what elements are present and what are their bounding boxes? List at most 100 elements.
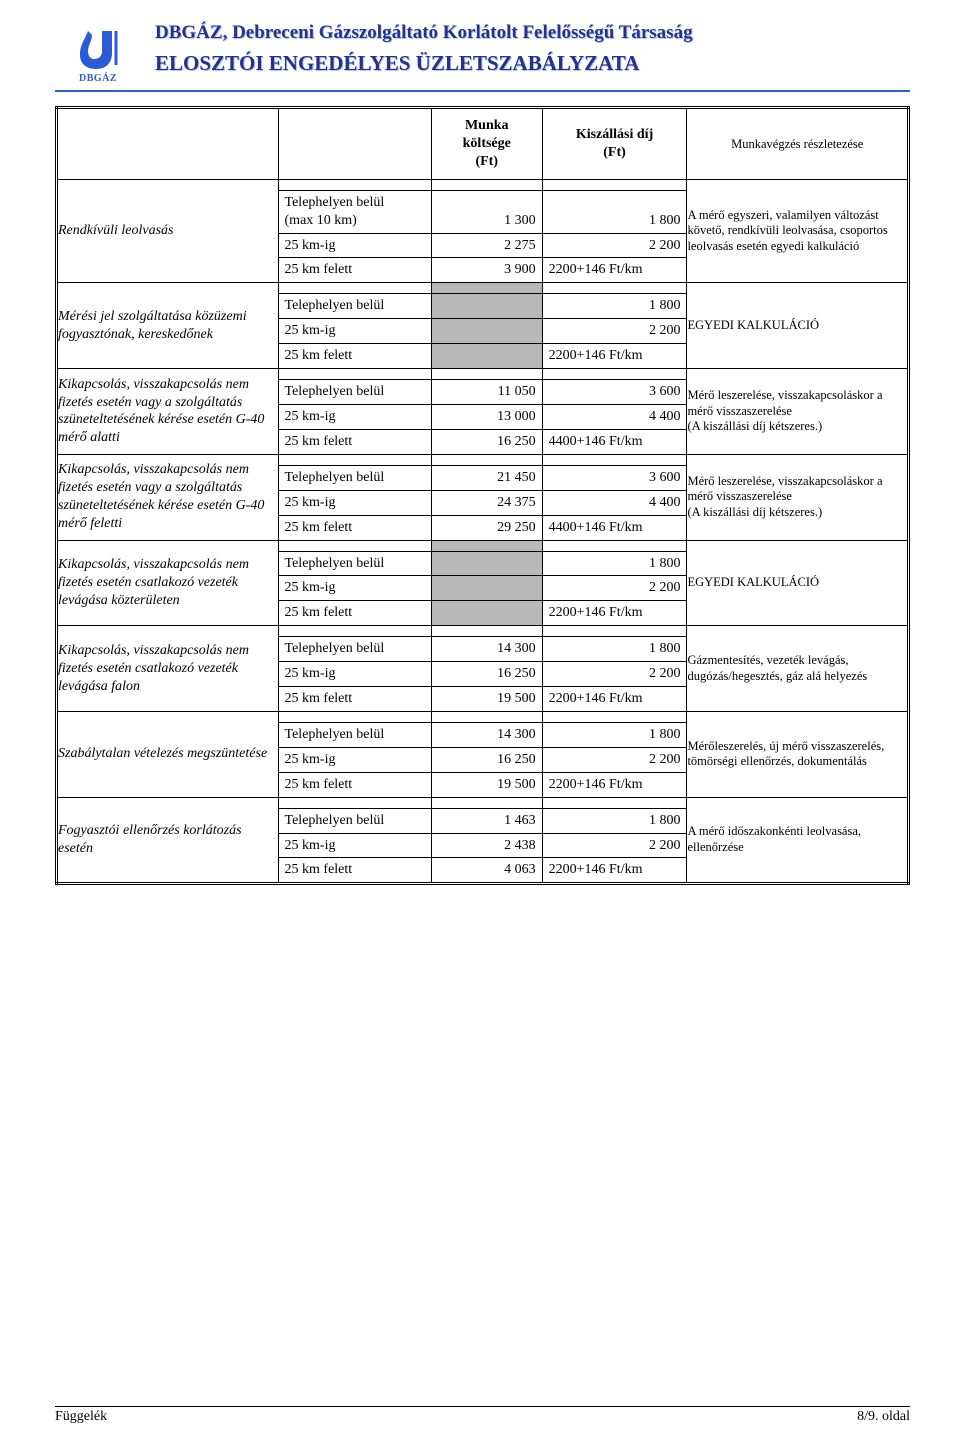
travel-cost: 2 200 (542, 833, 687, 858)
service-description: Szabálytalan vételezés megszüntetése (57, 711, 279, 797)
work-description: EGYEDI KALKULÁCIÓ (687, 283, 909, 369)
spacer-row: Rendkívüli leolvasásA mérő egyszeri, val… (57, 179, 909, 190)
work-cost: 11 050 (431, 380, 542, 405)
travel-cost: 3 600 (542, 380, 687, 405)
travel-cost: 1 800 (542, 551, 687, 576)
spacer-row: Kikapcsolás, visszakapcsolás nem fizetés… (57, 454, 909, 465)
work-cost (431, 576, 542, 601)
work-description: Mérőleszerelés, új mérő visszaszerelés, … (687, 711, 909, 797)
distance-label: Telephelyen belül (278, 294, 431, 319)
col-desc-header (57, 108, 279, 180)
header-text-block: DBGÁZ, Debreceni Gázszolgáltató Korlátol… (155, 20, 910, 76)
distance-label: 25 km felett (278, 772, 431, 797)
spacer-row: Fogyasztói ellenőrzés korlátozás eseténA… (57, 797, 909, 808)
work-description: Gázmentesítés, vezeték levágás, dugózás/… (687, 626, 909, 712)
company-logo: DBGÁZ (55, 20, 141, 84)
work-description: Mérő leszerelése, visszakapcsoláskor a m… (687, 369, 909, 455)
distance-label: Telephelyen belül (max 10 km) (278, 190, 431, 233)
table-header: Munka költsége (Ft) Kiszállási díj (Ft) … (57, 108, 909, 180)
logo-text: DBGÁZ (79, 73, 117, 84)
travel-cost: 1 800 (542, 722, 687, 747)
spacer-row: Szabálytalan vételezés megszüntetéseMérő… (57, 711, 909, 722)
distance-label: 25 km felett (278, 601, 431, 626)
distance-label: 25 km-ig (278, 662, 431, 687)
travel-cost: 2 200 (542, 747, 687, 772)
distance-label: 25 km felett (278, 515, 431, 540)
travel-cost: 2200+146 Ft/km (542, 344, 687, 369)
work-cost: 14 300 (431, 722, 542, 747)
travel-cost: 4400+146 Ft/km (542, 429, 687, 454)
work-cost: 3 900 (431, 258, 542, 283)
service-description: Kikapcsolás, visszakapcsolás nem fizetés… (57, 369, 279, 455)
travel-cost: 4 400 (542, 490, 687, 515)
work-cost: 29 250 (431, 515, 542, 540)
work-cost: 19 500 (431, 772, 542, 797)
col-munka-header: Munka költsége (Ft) (431, 108, 542, 180)
service-description: Rendkívüli leolvasás (57, 179, 279, 283)
service-description: Kikapcsolás, visszakapcsolás nem fizetés… (57, 626, 279, 712)
work-cost: 14 300 (431, 637, 542, 662)
travel-cost: 2200+146 Ft/km (542, 772, 687, 797)
travel-cost: 3 600 (542, 465, 687, 490)
travel-cost: 2 200 (542, 233, 687, 258)
distance-label: 25 km-ig (278, 747, 431, 772)
distance-label: Telephelyen belül (278, 722, 431, 747)
work-cost: 2 275 (431, 233, 542, 258)
travel-cost: 2200+146 Ft/km (542, 687, 687, 712)
document-subtitle: ELOSZTÓI ENGEDÉLYES ÜZLETSZABÁLYZATA (155, 51, 910, 76)
distance-label: 25 km-ig (278, 576, 431, 601)
distance-label: Telephelyen belül (278, 808, 431, 833)
work-cost (431, 344, 542, 369)
travel-cost: 1 800 (542, 294, 687, 319)
company-name: DBGÁZ, Debreceni Gázszolgáltató Korlátol… (155, 22, 910, 45)
distance-label: 25 km felett (278, 687, 431, 712)
travel-cost: 4400+146 Ft/km (542, 515, 687, 540)
content-area: Munka költsége (Ft) Kiszállási díj (Ft) … (55, 106, 910, 1398)
distance-label: 25 km-ig (278, 319, 431, 344)
travel-cost: 2 200 (542, 662, 687, 687)
work-cost: 1 300 (431, 190, 542, 233)
work-cost (431, 551, 542, 576)
work-cost: 19 500 (431, 687, 542, 712)
distance-label: 25 km-ig (278, 833, 431, 858)
footer-left: Függelék (55, 1409, 107, 1425)
work-cost: 4 063 (431, 858, 542, 884)
flame-b-icon (66, 27, 130, 71)
page-header: DBGÁZ DBGÁZ, Debreceni Gázszolgáltató Ko… (55, 20, 910, 92)
distance-label: Telephelyen belül (278, 551, 431, 576)
travel-cost: 1 800 (542, 808, 687, 833)
spacer-row: Mérési jel szolgáltatása közüzemi fogyas… (57, 283, 909, 294)
distance-label: Telephelyen belül (278, 465, 431, 490)
work-description: Mérő leszerelése, visszakapcsoláskor a m… (687, 454, 909, 540)
travel-cost: 4 400 (542, 404, 687, 429)
work-cost: 24 375 (431, 490, 542, 515)
table-body: Rendkívüli leolvasásA mérő egyszeri, val… (57, 179, 909, 884)
col-kisz-header: Kiszállási díj (Ft) (542, 108, 687, 180)
work-cost: 16 250 (431, 429, 542, 454)
work-cost (431, 601, 542, 626)
service-description: Fogyasztói ellenőrzés korlátozás esetén (57, 797, 279, 884)
travel-cost: 2200+146 Ft/km (542, 258, 687, 283)
pricing-table: Munka költsége (Ft) Kiszállási díj (Ft) … (55, 106, 910, 885)
travel-cost: 1 800 (542, 190, 687, 233)
distance-label: 25 km-ig (278, 404, 431, 429)
col-dist-header (278, 108, 431, 180)
work-cost (431, 319, 542, 344)
footer-right: 8/9. oldal (857, 1409, 910, 1425)
spacer-row: Kikapcsolás, visszakapcsolás nem fizetés… (57, 626, 909, 637)
travel-cost: 2200+146 Ft/km (542, 858, 687, 884)
travel-cost: 2 200 (542, 319, 687, 344)
distance-label: Telephelyen belül (278, 637, 431, 662)
distance-label: Telephelyen belül (278, 380, 431, 405)
service-description: Mérési jel szolgáltatása közüzemi fogyas… (57, 283, 279, 369)
work-description: EGYEDI KALKULÁCIÓ (687, 540, 909, 626)
work-cost (431, 294, 542, 319)
page: DBGÁZ DBGÁZ, Debreceni Gázszolgáltató Ko… (0, 0, 960, 1435)
col-note-header: Munkavégzés részletezése (687, 108, 909, 180)
work-cost: 21 450 (431, 465, 542, 490)
work-cost: 1 463 (431, 808, 542, 833)
distance-label: 25 km-ig (278, 490, 431, 515)
service-description: Kikapcsolás, visszakapcsolás nem fizetés… (57, 540, 279, 626)
travel-cost: 1 800 (542, 637, 687, 662)
work-description: A mérő időszakonkénti leolvasása, ellenő… (687, 797, 909, 884)
